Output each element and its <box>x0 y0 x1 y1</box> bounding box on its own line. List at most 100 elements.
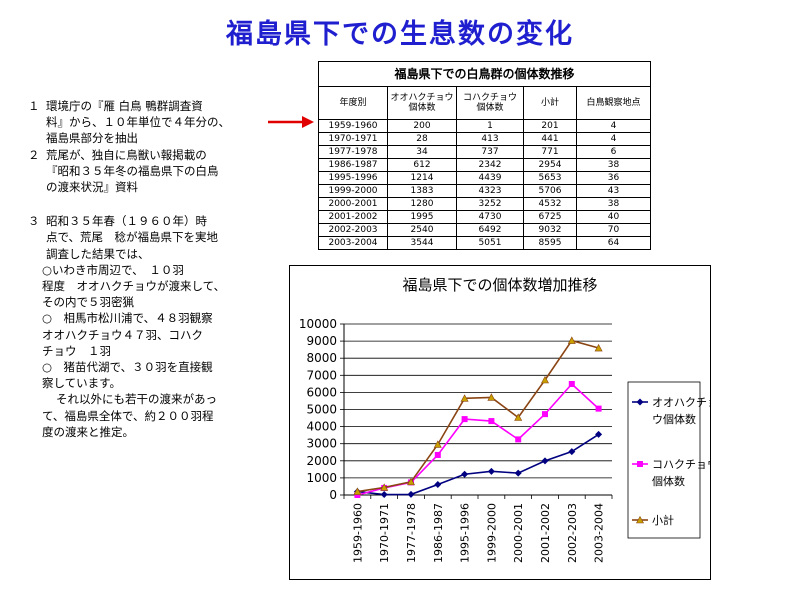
text-line: 昭和３５年春（１９６０年）時 <box>46 214 207 229</box>
x-tick-label: 2002-2003 <box>566 503 579 563</box>
table-cell: 1970-1971 <box>318 132 388 147</box>
table-cell: 5653 <box>523 171 577 186</box>
y-tick-label: 5000 <box>306 403 337 417</box>
chart-panel: 福島県下での個体数増加推移 0 1000 2000 3000 4000 5000 6000 7… <box>289 265 711 580</box>
table-cell: 2003-2004 <box>318 235 388 251</box>
series-line <box>357 382 600 496</box>
table-row: 1959-1960 200 1 201 4 <box>318 119 651 134</box>
data-point-diamond <box>514 469 522 477</box>
column-header: 白鳥観察地点 <box>576 85 651 121</box>
data-point-triangle <box>487 393 496 401</box>
data-point-square <box>354 491 361 498</box>
y-tick-label: 8000 <box>306 351 337 365</box>
text-line: 環境庁の『雁 白鳥 鴨群調査資 <box>46 99 203 113</box>
table-cell: 1 <box>456 119 524 134</box>
y-tick-label: 7000 <box>306 368 337 382</box>
x-tick-label: 2003-2004 <box>593 503 606 563</box>
x-tick-label: 2000-2001 <box>512 503 525 563</box>
data-point-triangle <box>460 394 469 402</box>
column-header: 年度別 <box>318 85 388 121</box>
text-line: 料』から、１０年単位で４年分の、 <box>46 115 230 130</box>
data-point-diamond <box>407 490 415 498</box>
table-row: 2003-2004 3544 5051 8595 64 <box>318 235 651 251</box>
text-line: それ以外にも若干の渡来があっ <box>56 392 217 407</box>
y-tick-label: 3000 <box>306 437 337 451</box>
table-cell: 5706 <box>523 184 577 199</box>
table-cell: 5051 <box>456 235 524 251</box>
legend-label: オオハクチョ <box>652 396 710 409</box>
paragraph-number: ３ <box>28 214 40 229</box>
data-point-diamond <box>380 491 388 499</box>
paragraph-3: ３ 昭和３５年春（１９６０年）時 点で、荒尾 稔が福島県下を実地 調査した結果で… <box>28 213 278 440</box>
data-point-triangle <box>635 515 645 524</box>
text-line: 点で、荒尾 稔が福島県下を実地 <box>46 230 219 245</box>
data-point-square <box>542 411 548 418</box>
body-text: １ 環境庁の『雁 白鳥 鴨群調査資 料』から、１０年単位で４年分の、 福島県部分… <box>28 98 278 440</box>
axes: 0 1000 2000 3000 4000 5000 6000 7000 8000 9000 100… <box>299 317 613 563</box>
paragraph-1: １ 環境庁の『雁 白鳥 鴨群調査資 料』から、１０年単位で４年分の、 福島県部分… <box>28 98 278 147</box>
table-cell: 737 <box>456 145 524 160</box>
table-cell: 2342 <box>456 158 524 173</box>
data-point-triangle <box>514 413 523 421</box>
legend-label: 個体数 <box>652 474 685 488</box>
table-row: 2001-2002 1995 4730 6725 40 <box>318 210 651 224</box>
data-point-triangle <box>433 440 442 448</box>
x-tick-label: 1970-1971 <box>378 503 391 563</box>
table-cell: 8595 <box>523 235 577 251</box>
series-group <box>353 336 603 495</box>
data-point-square <box>515 436 522 443</box>
data-point-triangle <box>567 336 576 344</box>
text-line: 荒尾が、独自に鳥獣い報掲載の <box>46 147 207 162</box>
table-cell: 4532 <box>523 197 577 212</box>
legend-label: コハクチョウ <box>652 458 710 471</box>
table-header-row: 年度別 オオハクチョウ 個体数 コハクチョウ 個体数 小計 白鳥観察地点 <box>318 85 651 121</box>
data-point-triangle <box>380 483 389 491</box>
column-header: コハクチョウ 個体数 <box>456 85 524 121</box>
x-tick-label: 1977-1978 <box>405 503 418 563</box>
table-cell: 64 <box>576 235 651 251</box>
table-row: 2002-2003 2540 6492 9032 70 <box>318 222 651 237</box>
data-point-triangle <box>540 375 550 384</box>
text-line: 『昭和３５年冬の福島県下の白鳥 <box>46 163 219 178</box>
y-tick-label: 9000 <box>306 334 337 348</box>
table-cell: 201 <box>523 119 577 134</box>
table-cell: 2002-2003 <box>318 222 388 237</box>
table-cell: 6725 <box>523 210 577 224</box>
slide-title: 福島県下での生息数の変化 <box>226 19 574 50</box>
table-cell: 3252 <box>456 197 524 212</box>
table-cell: 1280 <box>387 197 457 212</box>
data-point-triangle <box>353 487 362 495</box>
table-cell: 2001-2002 <box>318 210 388 224</box>
table-cell: 1383 <box>387 184 457 199</box>
y-tick-label: 10000 <box>299 317 337 331</box>
y-tick-label: 0 <box>329 488 337 502</box>
table-cell: 34 <box>387 145 457 160</box>
table-row: 1986-1987 612 2342 2954 38 <box>318 158 651 173</box>
table-cell: 441 <box>523 132 577 147</box>
table-cell: 3544 <box>387 235 457 251</box>
table-cell: 4 <box>576 132 651 147</box>
table-cell: 43 <box>576 184 651 199</box>
legend-box <box>627 381 701 539</box>
y-tick-label: 1000 <box>306 471 337 485</box>
table-cell: 9032 <box>523 222 577 237</box>
data-point-square <box>595 405 602 412</box>
series-line <box>357 433 600 496</box>
y-tick-label: 4000 <box>306 420 337 434</box>
data-point-square <box>434 451 441 458</box>
table-cell: 612 <box>387 158 457 173</box>
paragraph-number: １ <box>28 99 40 113</box>
table-cell: 36 <box>576 171 651 186</box>
table-cell: 1959-1960 <box>318 119 388 134</box>
text-line: 調査した結果では、 <box>46 246 150 261</box>
x-tick-label: 1986-1987 <box>432 503 445 563</box>
data-point-square <box>568 380 575 387</box>
right-arrow-icon <box>268 116 314 128</box>
table-row: 1995-1996 1214 4439 5653 36 <box>318 171 651 186</box>
paragraph-2: ２ 荒尾が、独自に鳥獣い報掲載の 『昭和３５年冬の福島県下の白鳥 の渡来状況』資… <box>28 147 278 196</box>
text-line: 程度 オオハクチョウが渡来して、 <box>42 279 226 294</box>
table-cell: 70 <box>576 222 651 237</box>
x-tick-label: 1959-1960 <box>351 503 364 563</box>
text-line: オオハクチョウ４７羽、コハク <box>42 327 203 342</box>
data-point-diamond <box>636 398 644 406</box>
